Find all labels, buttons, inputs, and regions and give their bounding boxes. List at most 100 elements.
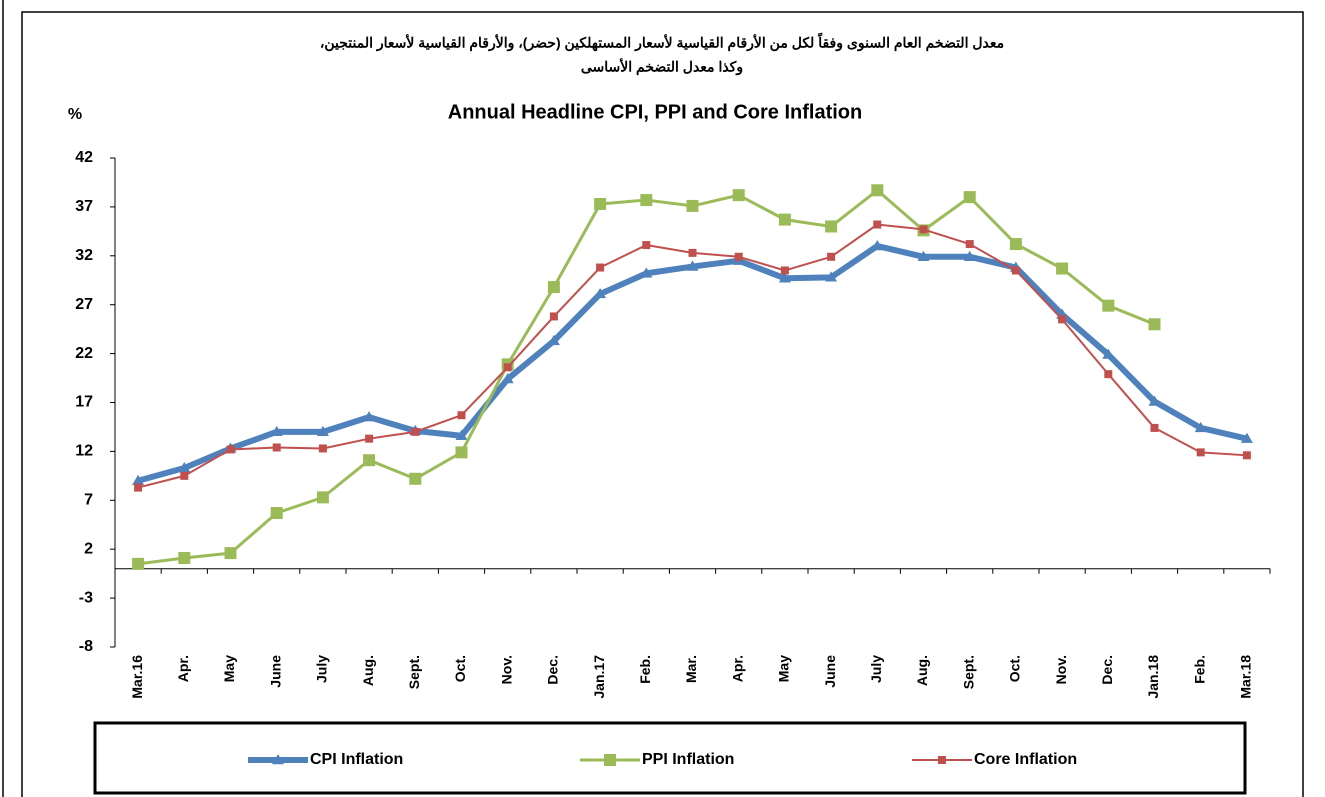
marker xyxy=(457,411,466,420)
x-tick-label: Mar. xyxy=(683,655,699,683)
marker xyxy=(134,483,143,492)
legend-marker xyxy=(938,756,946,764)
marker xyxy=(688,248,697,257)
y-tick-label: 12 xyxy=(75,443,93,460)
marker xyxy=(503,363,512,372)
marker xyxy=(640,267,653,278)
marker xyxy=(642,241,651,250)
y-tick-label: 37 xyxy=(75,198,93,215)
marker xyxy=(640,194,653,207)
x-tick-label: May xyxy=(776,655,792,682)
x-tick-label: Oct. xyxy=(1007,655,1023,682)
marker xyxy=(178,462,191,473)
y-tick-label: -3 xyxy=(79,589,93,606)
x-tick-label: May xyxy=(221,655,237,682)
marker xyxy=(1196,448,1205,457)
x-tick-label: July xyxy=(314,655,330,683)
marker xyxy=(363,411,376,422)
marker xyxy=(270,425,283,437)
x-tick-label: Apr. xyxy=(175,655,191,682)
y-axis-label: % xyxy=(68,106,82,123)
x-tick-label: Nov. xyxy=(1053,655,1069,684)
marker xyxy=(411,427,420,436)
marker xyxy=(316,491,329,504)
x-tick-label: Feb. xyxy=(1191,655,1207,684)
x-tick-label: Mar.16 xyxy=(129,655,145,699)
x-tick-label: June xyxy=(822,655,838,688)
marker xyxy=(501,373,514,384)
marker xyxy=(316,425,329,437)
y-tick-label: 42 xyxy=(75,149,93,166)
x-tick-label: July xyxy=(868,655,884,683)
marker xyxy=(594,287,607,299)
marker xyxy=(1148,395,1161,406)
marker xyxy=(1194,421,1207,433)
legend-label: PPI Inflation xyxy=(642,751,734,768)
x-tick-label: Sept. xyxy=(960,655,976,689)
marker xyxy=(178,552,191,565)
y-tick-label: 7 xyxy=(84,492,93,509)
marker xyxy=(596,263,605,272)
marker xyxy=(686,199,699,212)
marker xyxy=(963,250,976,261)
x-tick-label: Jan.18 xyxy=(1145,655,1161,699)
marker xyxy=(778,272,791,283)
marker xyxy=(1058,315,1067,324)
marker xyxy=(547,281,560,294)
marker xyxy=(873,220,882,229)
marker xyxy=(1102,299,1115,312)
marker xyxy=(825,271,838,282)
marker xyxy=(963,191,976,204)
marker xyxy=(363,454,376,467)
x-tick-label: Aug. xyxy=(360,655,376,686)
legend-marker xyxy=(604,754,616,766)
x-tick-label: Sept. xyxy=(406,655,422,689)
marker xyxy=(226,445,235,454)
legend-label: CPI Inflation xyxy=(310,751,403,768)
marker xyxy=(1011,266,1020,275)
marker xyxy=(132,557,145,570)
x-tick-label: Aug. xyxy=(914,655,930,686)
marker xyxy=(871,240,884,251)
x-tick-label: Nov. xyxy=(498,655,514,684)
arabic-title: معدل التضخم العام السنوى وفقاً لكل من ال… xyxy=(320,33,1004,52)
marker xyxy=(919,225,928,234)
marker xyxy=(549,312,558,321)
marker xyxy=(780,266,789,275)
y-tick-label: 22 xyxy=(75,345,93,362)
marker xyxy=(409,472,422,485)
x-tick-label: Oct. xyxy=(452,655,468,682)
marker xyxy=(1150,423,1159,432)
marker xyxy=(455,429,468,440)
legend-box xyxy=(93,721,1247,795)
marker xyxy=(547,334,560,346)
y-tick-label: 27 xyxy=(75,296,93,313)
series-line xyxy=(137,243,1248,484)
marker xyxy=(825,220,838,233)
marker xyxy=(965,240,974,249)
marker xyxy=(1242,451,1251,460)
x-tick-label: Feb. xyxy=(637,655,653,684)
marker xyxy=(318,444,327,453)
chart-frame xyxy=(21,11,1304,797)
y-tick-label: 17 xyxy=(75,394,93,411)
marker xyxy=(1009,238,1022,251)
marker xyxy=(365,434,374,443)
chart-title: Annual Headline CPI, PPI and Core Inflat… xyxy=(448,101,863,123)
marker xyxy=(778,213,791,226)
x-tick-label: Dec. xyxy=(545,655,561,685)
x-tick-label: June xyxy=(267,655,283,688)
marker xyxy=(272,443,281,452)
x-tick-label: Mar.18 xyxy=(1238,655,1254,699)
marker xyxy=(455,446,468,459)
marker xyxy=(871,184,884,197)
marker xyxy=(224,547,237,560)
marker xyxy=(1240,432,1253,443)
marker xyxy=(917,250,930,261)
y-tick-label: 32 xyxy=(75,247,93,264)
marker xyxy=(686,260,699,271)
marker xyxy=(734,252,743,261)
marker xyxy=(732,189,745,202)
marker xyxy=(827,252,836,261)
